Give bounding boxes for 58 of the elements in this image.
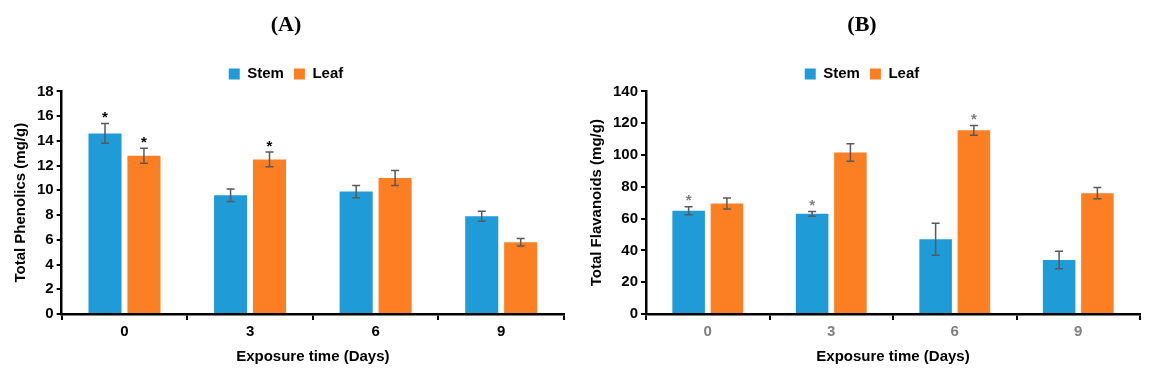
bar — [339, 191, 373, 313]
y-tick-label: 2 — [45, 279, 54, 297]
y-tick-label: 20 — [621, 272, 639, 290]
bar — [88, 133, 122, 313]
bar — [795, 213, 829, 313]
bar — [919, 239, 952, 313]
y-axis-title: Total Phenolics (mg/g) — [11, 122, 29, 283]
y-tick-label: 120 — [613, 113, 639, 131]
bar — [465, 216, 499, 313]
y-tick-label: 140 — [613, 81, 639, 99]
y-tick-label: 4 — [45, 254, 55, 272]
y-axis-title: Total Flavanoids (mg/g) — [587, 119, 605, 287]
x-tick-label: 0 — [120, 322, 129, 340]
x-axis-title: Exposure time (Days) — [236, 347, 390, 365]
x-axis-title: Exposure time (Days) — [816, 347, 970, 365]
annotation: * — [102, 108, 109, 126]
y-tick-label: 6 — [45, 229, 54, 247]
bar — [957, 130, 991, 313]
y-tick-label: 0 — [45, 304, 54, 322]
annotation: * — [685, 191, 692, 209]
bar — [214, 195, 248, 313]
y-tick-label: 40 — [621, 240, 639, 258]
x-tick-label: 6 — [950, 322, 959, 340]
bar — [1042, 259, 1076, 313]
y-tick-label: 100 — [613, 145, 639, 163]
x-tick-label: 3 — [827, 322, 836, 340]
annotation: * — [970, 110, 977, 128]
bar — [672, 210, 705, 313]
x-tick-label: 9 — [1074, 322, 1083, 340]
bar — [378, 177, 412, 313]
bar — [504, 242, 538, 313]
y-tick-label: 16 — [37, 106, 54, 124]
y-tick-label: 18 — [37, 81, 54, 99]
y-tick-label: 80 — [621, 176, 639, 194]
annotation: * — [809, 196, 816, 214]
bar — [1081, 193, 1114, 313]
y-tick-label: 0 — [629, 304, 639, 322]
legend-label: Stem — [247, 64, 284, 82]
y-tick-label: 14 — [37, 131, 55, 149]
legend-label: Stem — [823, 64, 860, 82]
legend-label: Leaf — [888, 64, 921, 82]
y-tick-label: 12 — [37, 155, 54, 173]
y-tick-label: 10 — [37, 180, 54, 198]
x-tick-label: 0 — [703, 322, 712, 340]
y-tick-label: 8 — [45, 205, 54, 223]
bar — [252, 159, 287, 313]
x-tick-label: 6 — [371, 322, 380, 340]
bar — [710, 203, 744, 313]
bar — [127, 155, 161, 313]
bar — [834, 152, 867, 313]
x-tick-label: 3 — [245, 322, 255, 340]
chart-title: (B) — [847, 10, 877, 36]
x-tick-label: 9 — [497, 322, 506, 340]
annotation: * — [141, 132, 148, 150]
legend-label: Leaf — [312, 64, 345, 82]
chart-title: (A) — [270, 10, 302, 36]
annotation: * — [266, 136, 273, 154]
y-tick-label: 60 — [621, 208, 639, 226]
